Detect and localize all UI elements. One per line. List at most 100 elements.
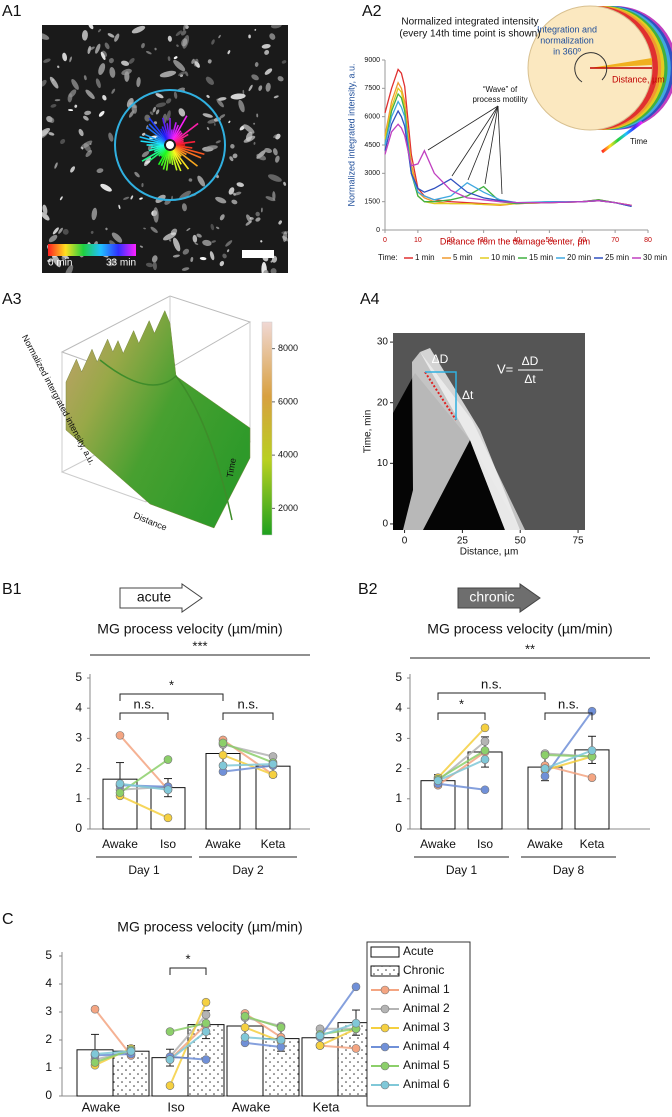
speckle bbox=[61, 254, 67, 261]
animal-line bbox=[169, 1022, 207, 1033]
speckle bbox=[68, 109, 74, 112]
animal-point bbox=[201, 1055, 211, 1064]
speckle bbox=[69, 56, 72, 63]
animal-point bbox=[115, 788, 125, 798]
process bbox=[174, 148, 198, 167]
speckle bbox=[52, 79, 54, 81]
y-tick-label: 4 bbox=[395, 700, 402, 714]
speckle bbox=[145, 262, 154, 268]
animal-point bbox=[115, 779, 125, 789]
animal-point bbox=[315, 1041, 325, 1050]
speckle bbox=[62, 228, 69, 235]
speckle bbox=[139, 197, 143, 200]
x-tick-label: 0 bbox=[383, 237, 387, 244]
speckle bbox=[81, 146, 84, 150]
speckle bbox=[190, 256, 194, 262]
animal-point bbox=[351, 1018, 361, 1028]
formula: V= bbox=[497, 361, 513, 376]
significance-label: * bbox=[185, 951, 190, 966]
speckle bbox=[54, 99, 61, 102]
animal-point bbox=[201, 1018, 211, 1028]
speckle bbox=[202, 148, 210, 152]
speckle bbox=[54, 162, 58, 169]
y-tick-label: 4500 bbox=[364, 142, 380, 149]
legend-label: 10 min bbox=[491, 253, 515, 262]
legend-label: Animal 5 bbox=[403, 1058, 450, 1072]
process bbox=[140, 140, 165, 146]
x-tick-label: Awake bbox=[527, 837, 563, 851]
animal-line bbox=[119, 734, 169, 791]
significance-bracket bbox=[222, 712, 274, 720]
speckle bbox=[150, 226, 158, 233]
process bbox=[171, 150, 182, 172]
y-tick-label: 4 bbox=[45, 976, 52, 990]
speckle bbox=[256, 113, 259, 118]
y-tick-label: 0 bbox=[45, 1088, 52, 1102]
animal-point bbox=[201, 1027, 211, 1036]
speckle bbox=[107, 33, 115, 38]
speckle bbox=[83, 75, 87, 81]
arrow-label: acute bbox=[137, 589, 171, 605]
speckle bbox=[215, 196, 227, 204]
speckle bbox=[253, 141, 256, 145]
animal-point bbox=[115, 731, 125, 740]
speckle bbox=[261, 261, 267, 273]
chart-subtitle: (every 14th time point is shown) bbox=[399, 29, 540, 40]
speckle bbox=[178, 71, 186, 76]
legend-label: 30 min bbox=[643, 253, 667, 262]
time-arrow bbox=[601, 120, 643, 154]
colorbar bbox=[48, 244, 136, 256]
speckle bbox=[98, 110, 105, 117]
speckle bbox=[83, 143, 91, 153]
speckle bbox=[163, 232, 177, 241]
speckle bbox=[270, 268, 277, 273]
animal-line bbox=[222, 763, 274, 767]
roi-circle bbox=[114, 89, 226, 201]
y-axis-label: Time, min bbox=[363, 410, 374, 454]
y-tick-label: 4 bbox=[75, 700, 82, 714]
x-tick-label: Iso bbox=[167, 1099, 184, 1114]
speckle bbox=[265, 82, 271, 92]
speckle bbox=[194, 242, 199, 245]
speckle bbox=[178, 108, 186, 117]
x-tick-label: 60 bbox=[578, 237, 586, 244]
speckle bbox=[181, 38, 188, 47]
legend-marker bbox=[380, 1061, 390, 1071]
animal-line bbox=[222, 741, 274, 764]
surface-ridge bbox=[99, 359, 233, 521]
formula: Δt bbox=[524, 372, 536, 386]
legend-title: Time: bbox=[378, 253, 398, 262]
speckle bbox=[88, 25, 94, 30]
significance-label: n.s. bbox=[134, 696, 155, 711]
speckle bbox=[118, 204, 121, 210]
scale-bar bbox=[242, 250, 274, 258]
speckle bbox=[78, 128, 84, 137]
x-tick-label: Keta bbox=[313, 1099, 341, 1114]
animal-point bbox=[351, 982, 361, 992]
speckle bbox=[230, 93, 246, 100]
speckle bbox=[173, 59, 186, 72]
speckle bbox=[197, 175, 206, 187]
speckle bbox=[141, 42, 145, 49]
damage-center bbox=[166, 141, 174, 149]
animal-point bbox=[240, 1032, 250, 1042]
speckle bbox=[234, 191, 242, 196]
animal-point bbox=[165, 1027, 175, 1036]
speckle bbox=[145, 50, 152, 55]
panel-label: A2 bbox=[362, 3, 382, 20]
process bbox=[174, 147, 187, 156]
animal-line bbox=[222, 764, 274, 773]
speckle bbox=[111, 232, 123, 243]
speckle bbox=[206, 94, 210, 99]
process bbox=[146, 126, 166, 142]
speckle bbox=[167, 35, 172, 42]
animal-line bbox=[119, 782, 169, 791]
kymo-band bbox=[420, 348, 520, 530]
speckle bbox=[258, 85, 263, 91]
colorbar-tick-label: 2000 bbox=[278, 503, 298, 513]
speckle bbox=[227, 50, 231, 55]
speckle bbox=[105, 227, 108, 231]
speckle bbox=[255, 211, 260, 217]
panel-label: B1 bbox=[2, 581, 22, 598]
significance-label: *** bbox=[192, 638, 207, 653]
